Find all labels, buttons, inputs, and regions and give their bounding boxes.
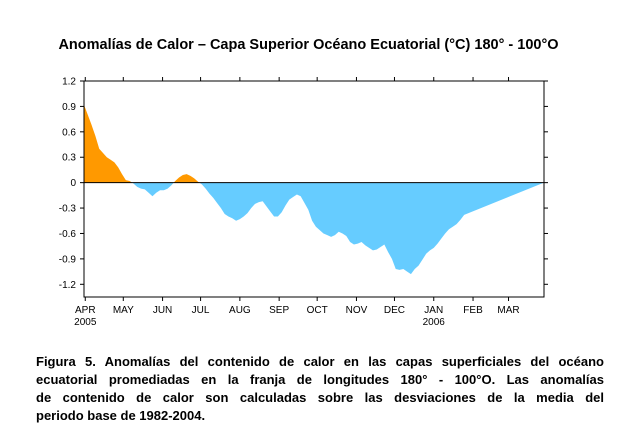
caption-line: de contenido de calor son calculadas sob… <box>36 390 604 405</box>
x-tick-label: APR <box>75 305 96 316</box>
anomaly-areas <box>84 104 544 275</box>
x-tick-label: JUL <box>192 305 210 316</box>
x-tick-label: JUN <box>153 305 172 316</box>
y-tick-label: -0.6 <box>59 229 77 240</box>
caption-line: Figura 5. Anomalías del contenido de cal… <box>36 354 604 369</box>
y-tick-label: 0.6 <box>62 127 76 138</box>
y-tick-label: -1.2 <box>59 280 77 291</box>
x-tick-year-label: 2006 <box>423 317 446 328</box>
y-tick-label: 0 <box>70 178 76 189</box>
x-tick-label: MAY <box>113 305 134 316</box>
x-tick-label: FEB <box>463 305 483 316</box>
y-tick-label: 0.9 <box>62 102 76 113</box>
figure-caption: Figura 5. Anomalías del contenido de cal… <box>36 353 604 425</box>
x-tick-label: DEC <box>384 305 405 316</box>
x-tick-label: NOV <box>346 305 368 316</box>
caption-line: periodo base de 1982-2004. <box>36 408 206 423</box>
y-tick-label: 0.3 <box>62 153 76 164</box>
y-tick-label: -0.9 <box>59 254 77 265</box>
chart-title: Anomalías de Calor – Capa Superior Océan… <box>58 37 559 53</box>
x-tick-year-label: 2005 <box>74 317 97 328</box>
negative-anomaly-area <box>84 182 544 275</box>
x-tick-label: AUG <box>229 305 251 316</box>
x-tick-label: MAR <box>497 305 519 316</box>
y-axis: -1.2 -0.9 -0.6 -0.3 0 0.3 0.6 0.9 1.2 <box>59 77 548 291</box>
x-tick-label: JAN <box>424 305 443 316</box>
x-tick-label: OCT <box>307 305 328 316</box>
positive-anomaly-area <box>84 104 544 183</box>
y-tick-label: 1.2 <box>62 77 76 88</box>
y-tick-label: -0.3 <box>59 204 77 215</box>
x-tick-label: SEP <box>269 305 289 316</box>
plot-frame <box>83 80 545 298</box>
caption-line: ecuatorial promediadas en la franja de l… <box>36 372 604 387</box>
